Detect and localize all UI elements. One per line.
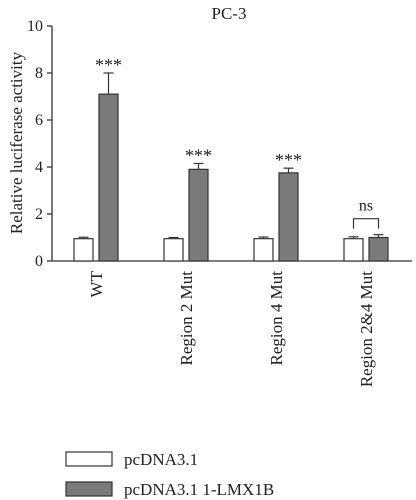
- y-tick-label: 2: [35, 206, 43, 223]
- x-tick-label: Region 2 Mut: [177, 271, 196, 366]
- significance-label: ns: [359, 198, 373, 215]
- x-tick-label: WT: [87, 270, 106, 297]
- significance-label: ***: [185, 145, 212, 165]
- significance-label: ***: [95, 55, 122, 75]
- legend-label-0: pcDNA3.1: [124, 450, 198, 469]
- bar-lmx1b-2: [278, 172, 299, 262]
- chart-title: PC-3: [212, 4, 247, 23]
- bar-lmx1b-3: [368, 236, 389, 262]
- legend-swatch-0: [65, 451, 113, 467]
- bar-lmx1b-0: [98, 93, 119, 262]
- y-axis-label: Relative luciferase activity: [7, 51, 26, 234]
- y-tick-label: 4: [35, 159, 43, 176]
- legend: pcDNA3.1 pcDNA3.1 1-LMX1B: [65, 450, 274, 499]
- legend-label-1: pcDNA3.1 1-LMX1B: [124, 480, 274, 499]
- y-tick-label: 8: [35, 65, 43, 82]
- significance-bracket: [352, 218, 380, 229]
- bar-pcdna-2: [253, 238, 274, 262]
- y-tick-label: 10: [27, 18, 43, 35]
- significance-label: ***: [275, 150, 302, 170]
- y-tick-label: 6: [35, 112, 43, 129]
- legend-swatch-1: [65, 481, 113, 497]
- y-tick-label: 0: [35, 253, 43, 270]
- x-tick-label: Region 4 Mut: [267, 271, 286, 366]
- bar-pcdna-0: [73, 238, 94, 262]
- bar-lmx1b-1: [188, 168, 209, 262]
- x-tick-label: Region 2&4 Mut: [357, 271, 376, 387]
- bar-pcdna-1: [163, 238, 184, 262]
- bars: [73, 72, 389, 262]
- bar-pcdna-3: [343, 238, 364, 262]
